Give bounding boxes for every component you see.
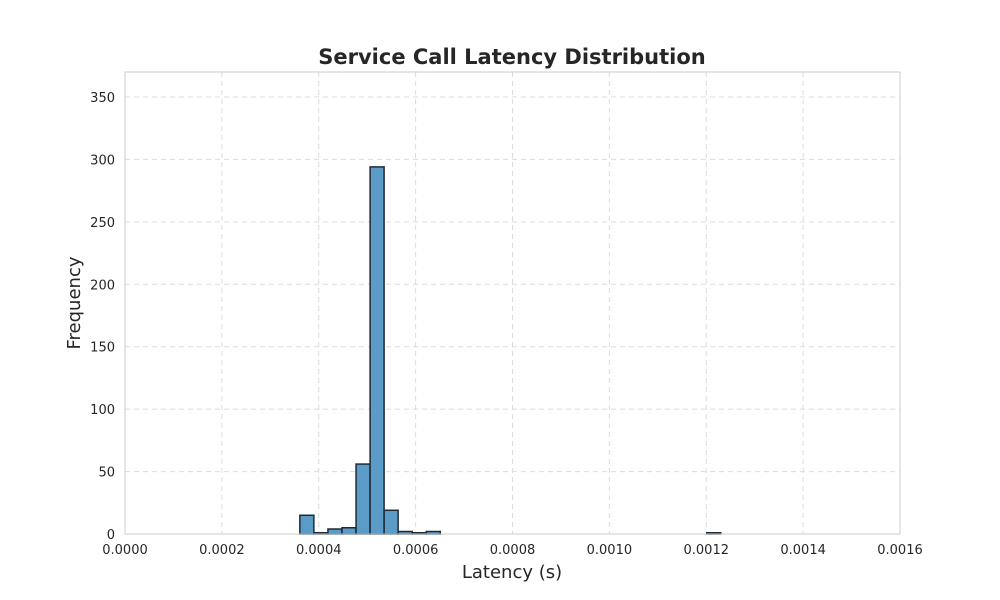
y-axis-label: Frequency <box>64 256 85 349</box>
x-axis-label: Latency (s) <box>462 562 562 583</box>
histogram-bar <box>355 463 371 535</box>
x-tick-label: 0.0016 <box>877 543 923 558</box>
y-axis-ticks: 0 50 100 150 200 250 300 350 <box>90 91 115 543</box>
x-axis-ticks: 0.0000 0.0002 0.0004 0.0006 0.0008 0.0010 0.00… <box>102 543 923 558</box>
histogram-bar <box>383 509 399 535</box>
y-tick-label: 250 <box>90 216 115 231</box>
x-tick-label: 0.0010 <box>587 543 633 558</box>
y-tick-label: 350 <box>90 91 115 106</box>
y-tick-label: 150 <box>90 341 115 356</box>
y-tick-label: 0 <box>107 528 115 543</box>
x-tick-label: 0.0014 <box>780 543 826 558</box>
histogram-bar <box>327 528 343 535</box>
chart-title: Service Call Latency Distribution <box>318 45 705 69</box>
histogram-bar <box>341 527 357 535</box>
y-tick-label: 300 <box>90 153 115 168</box>
y-tick-label: 200 <box>90 278 115 293</box>
plot-frame <box>124 71 901 535</box>
grid-lines <box>124 72 901 535</box>
x-tick-label: 0.0002 <box>199 543 245 558</box>
x-tick-label: 0.0006 <box>393 543 439 558</box>
histogram-bar <box>369 166 385 535</box>
histogram-bar <box>299 514 315 535</box>
x-tick-label: 0.0008 <box>490 543 536 558</box>
x-tick-label: 0.0004 <box>296 543 342 558</box>
y-tick-label: 50 <box>98 466 115 481</box>
y-tick-label: 100 <box>90 403 115 418</box>
x-tick-label: 0.0012 <box>684 543 730 558</box>
x-tick-label: 0.0000 <box>102 543 148 558</box>
